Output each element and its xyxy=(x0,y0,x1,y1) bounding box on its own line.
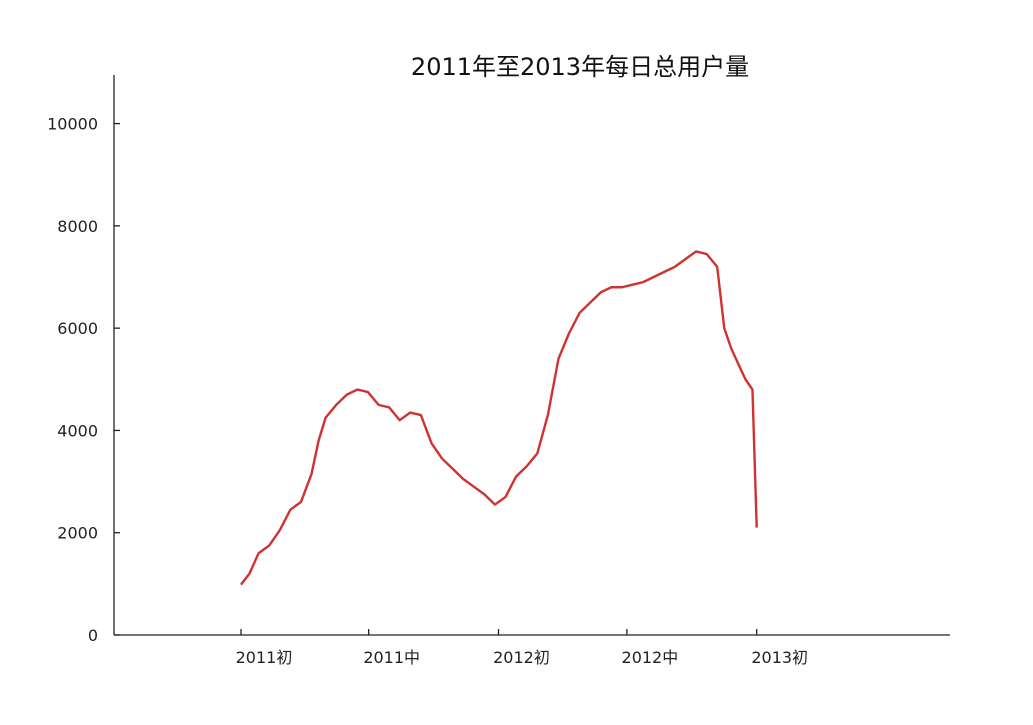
y-tick-label: 2000 xyxy=(57,524,98,543)
x-tick-label: 2012初 xyxy=(493,648,550,667)
y-tick-label: 6000 xyxy=(57,319,98,338)
plot-area xyxy=(240,250,758,586)
y-tick-label: 10000 xyxy=(47,115,98,134)
x-tick-label: 2011初 xyxy=(236,648,293,667)
x-tick-label: 2011中 xyxy=(363,648,420,667)
y-tick-label: 0 xyxy=(88,626,98,645)
x-tick-label: 2013初 xyxy=(751,648,808,667)
y-axis-ticks: 0 2000 4000 6000 8000 10000 xyxy=(47,115,120,645)
y-tick-label: 8000 xyxy=(57,217,98,236)
x-tick-label: 2012中 xyxy=(622,648,679,667)
y-tick-label: 4000 xyxy=(57,421,98,440)
x-axis-ticks: 2011初 2011中 2012初 2012中 2013初 xyxy=(236,629,808,667)
chart-title: 2011年至2013年每日总用户量 xyxy=(411,53,749,81)
series-line-daily-users xyxy=(240,250,758,586)
